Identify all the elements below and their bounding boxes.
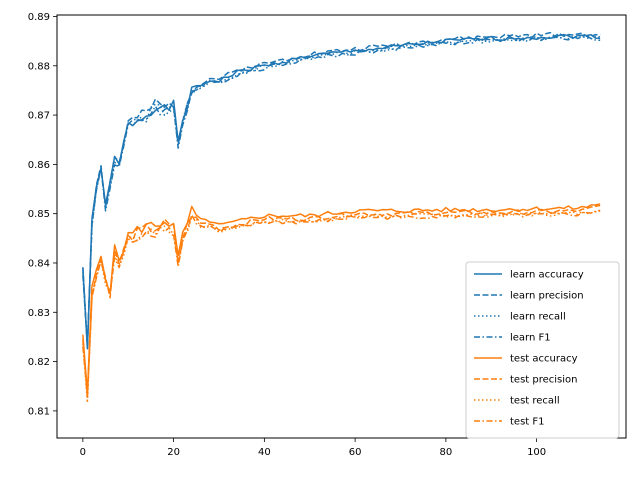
y-tick-label: 0.84: [28, 258, 50, 269]
plot-area: [82, 31, 601, 404]
series-test-precision: [82, 204, 601, 399]
y-tick-label: 0.86: [28, 160, 50, 171]
legend-box: [465, 261, 620, 439]
legend-label: test recall: [510, 396, 560, 407]
x-tick-label: 100: [527, 447, 546, 458]
legend-label: test F1: [510, 417, 545, 428]
series-learn-recall: [82, 35, 601, 345]
legend-label: learn accuracy: [510, 270, 584, 281]
x-tick-label: 60: [349, 447, 362, 458]
legend-label: test accuracy: [510, 354, 578, 365]
y-tick-label: 0.88: [28, 61, 50, 72]
x-tick-label: 40: [258, 447, 271, 458]
x-tick-label: 80: [439, 447, 452, 458]
x-axis: 0 20 40 60 80 100: [80, 438, 546, 458]
series-learn-f1: [82, 35, 601, 348]
y-tick-label: 0.87: [28, 111, 50, 122]
legend-label: learn precision: [510, 291, 584, 302]
x-tick-label: 20: [167, 447, 180, 458]
y-tick-label: 0.89: [28, 12, 50, 23]
y-axis: 0.81 0.82 0.83 0.84 0.85 0.86 0.87 0.88 0.89: [28, 12, 57, 417]
legend-label: learn F1: [510, 333, 551, 344]
axes-frame: [56, 14, 627, 439]
y-tick-label: 0.82: [28, 357, 50, 368]
series-test-f1: [82, 209, 601, 396]
legend: learn accuracy learn precision learn recal…: [465, 261, 620, 439]
series-test-recall: [82, 210, 601, 404]
legend-label: test precision: [510, 375, 578, 386]
legend-label: learn recall: [510, 312, 566, 323]
y-tick-label: 0.83: [28, 308, 50, 319]
y-tick-label: 0.85: [28, 209, 50, 220]
y-tick-label: 0.81: [28, 406, 50, 417]
x-tick-label: 0: [80, 447, 86, 458]
